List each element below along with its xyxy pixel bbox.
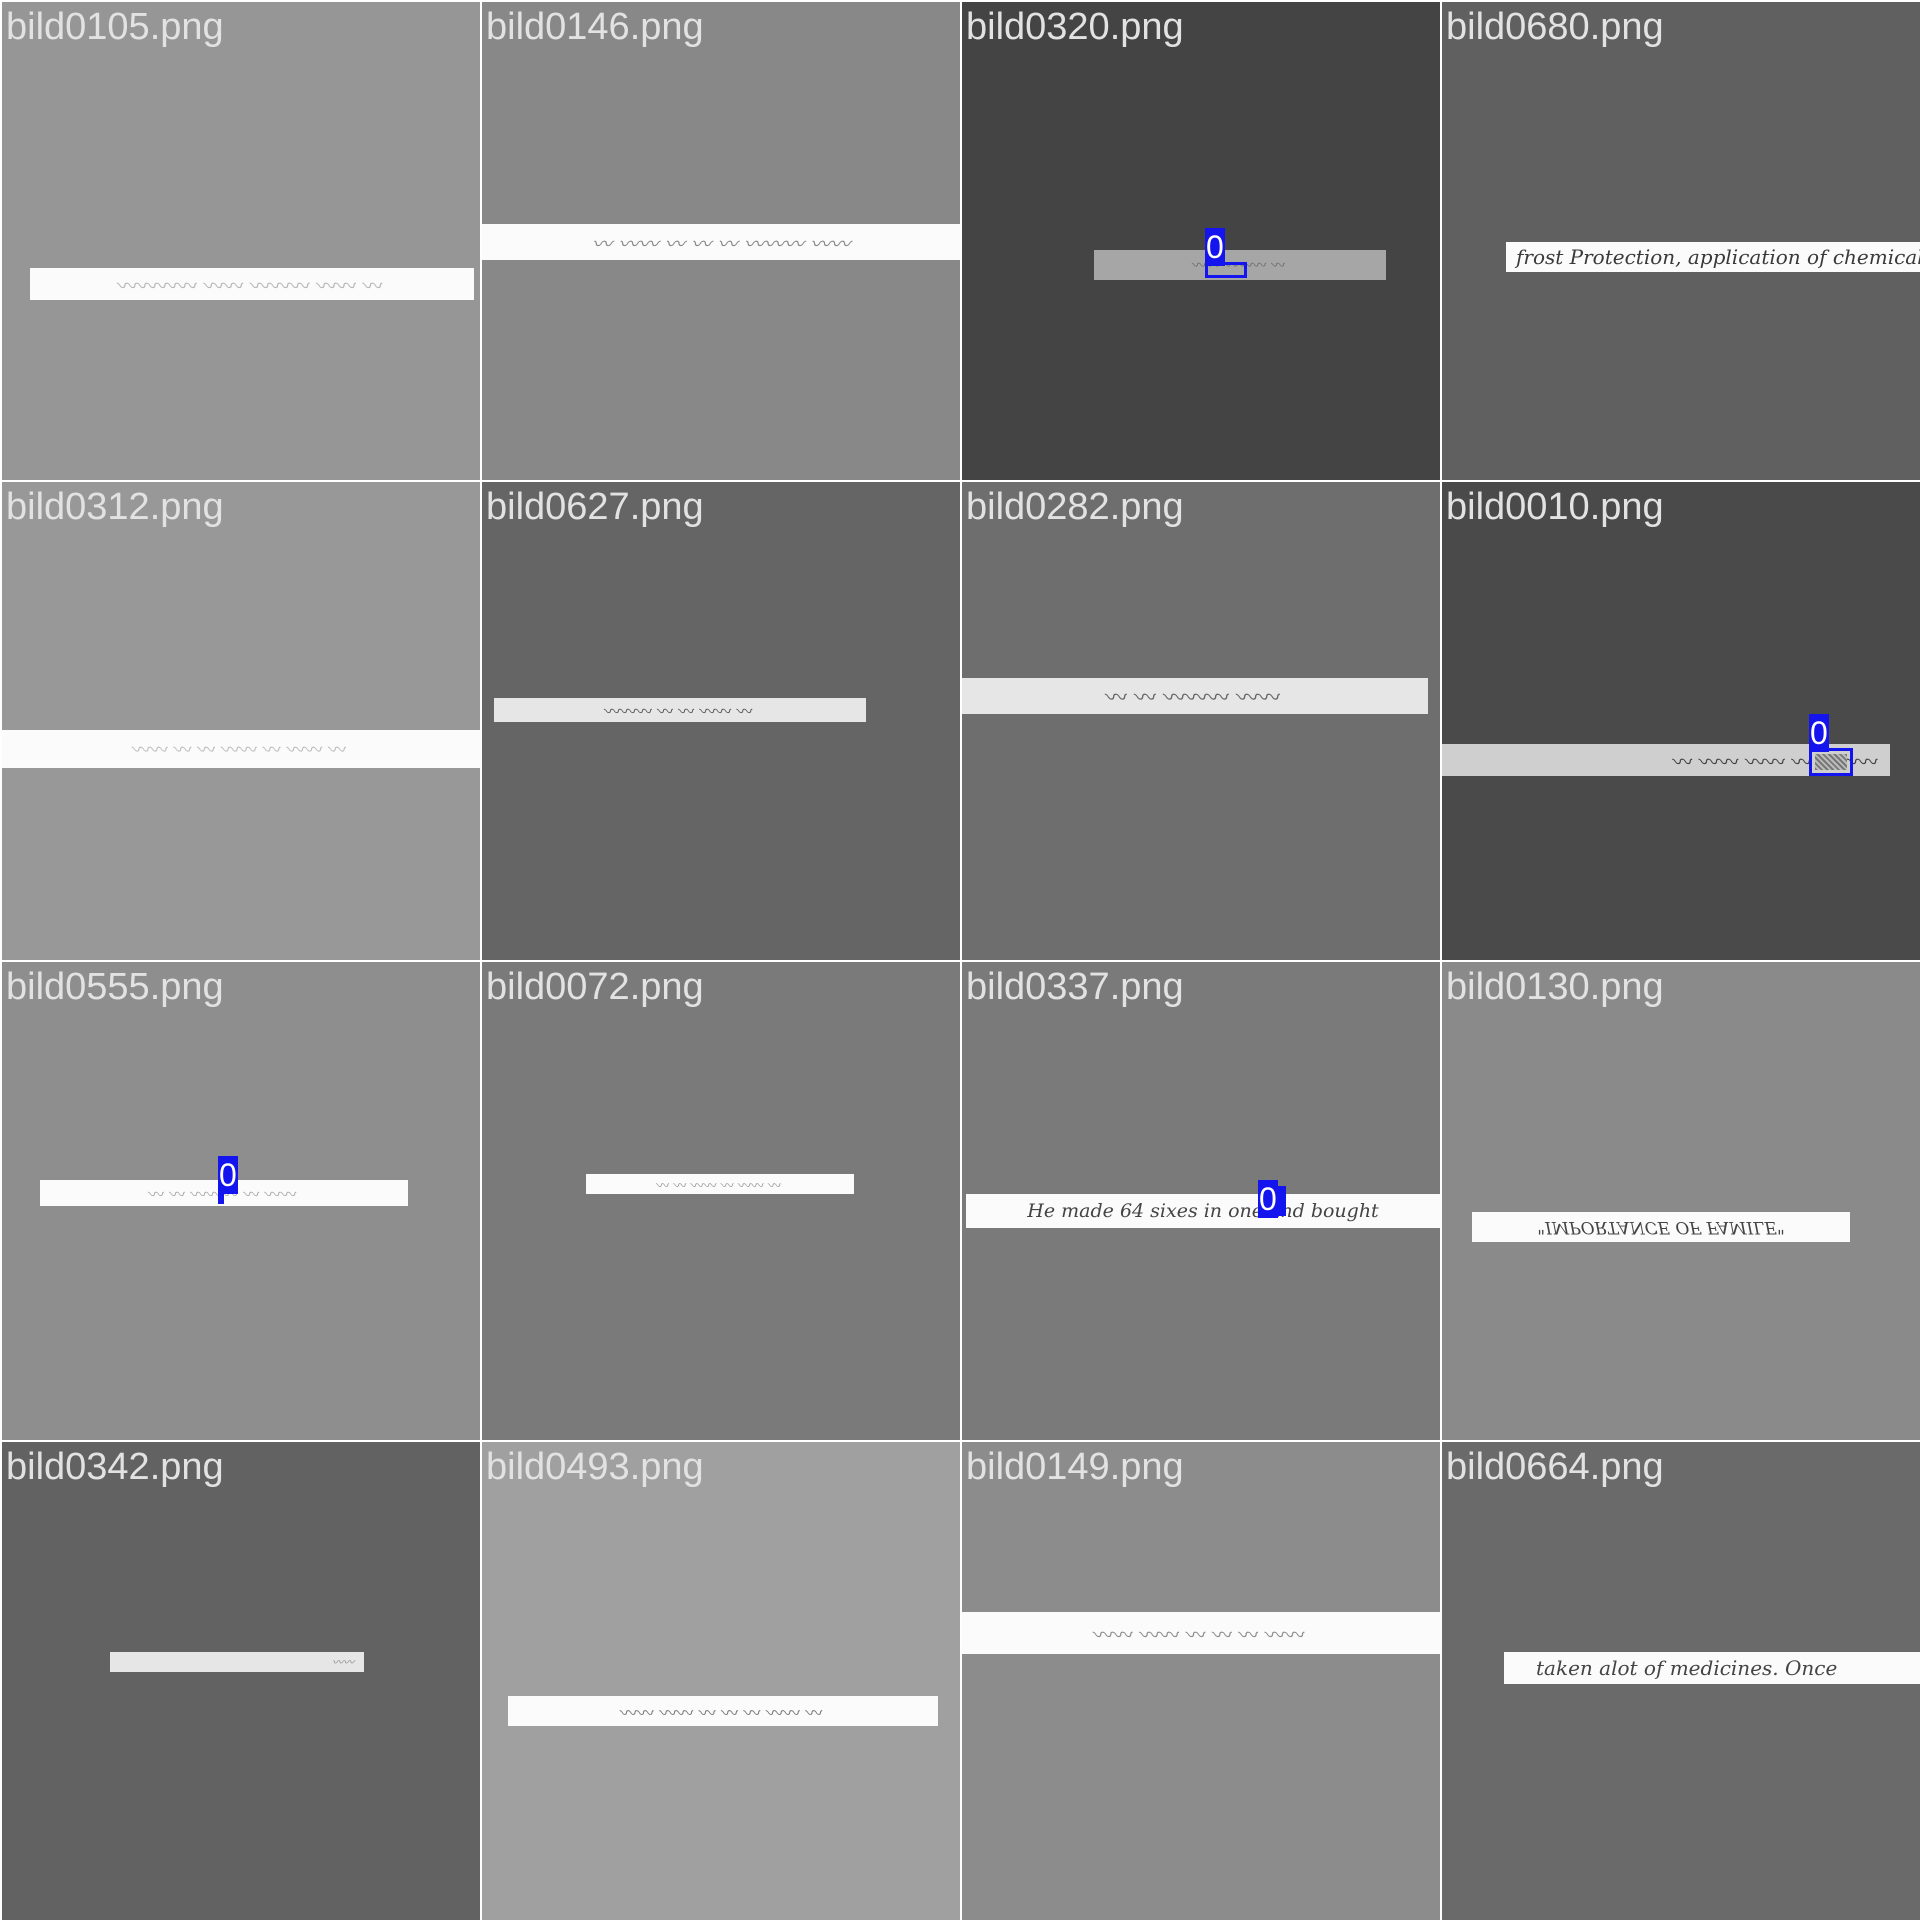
filename-label: bild0555.png — [6, 966, 224, 1008]
handwriting-line: 〰 〰〰 〰 〰〰 〰 〰 〰〰 — [133, 740, 349, 761]
handwriting-line: 〰〰 — [332, 1656, 354, 1669]
handwriting-strip: 〰〰 〰〰〰 〰 〰 — [962, 678, 1428, 714]
filename-label: bild0130.png — [1446, 966, 1664, 1008]
handwriting-strip: 〰 〰〰 〰〰〰 〰〰 〰〰〰〰 — [30, 268, 474, 300]
image-tile[interactable]: frost Protection, application of chemica… — [1442, 2, 1920, 480]
filename-label: bild0627.png — [486, 486, 704, 528]
handwriting-strip: 〰 〰〰 〰 〰〰 〰 〰 — [586, 1174, 854, 1194]
filename-label: bild0146.png — [486, 6, 704, 48]
image-tile[interactable]: 〰 〰〰 〰 〰 〰〰〰 bild0627.png — [482, 482, 960, 960]
scribble-mark — [1815, 754, 1847, 770]
detection-class-label: 0 — [1258, 1180, 1278, 1218]
filename-label: bild0149.png — [966, 1446, 1184, 1488]
image-tile[interactable]: "IMPORTANCE OF FAMILE" bild0130.png — [1442, 962, 1920, 1440]
image-tile[interactable]: taken alot of medicines. Once bild0664.p… — [1442, 1442, 1920, 1920]
filename-label: bild0312.png — [6, 486, 224, 528]
filename-label: bild0337.png — [966, 966, 1184, 1008]
detection-class-label: 0 — [1205, 228, 1225, 266]
handwriting-line: 〰 〰〰 〰 〰〰 〰 〰 — [657, 1178, 783, 1194]
detection-class-label: 0 — [1809, 714, 1829, 752]
filename-label: bild0664.png — [1446, 1446, 1664, 1488]
image-tile[interactable]: 〰 〰〰 〰 〰〰 〰 〰 bild0072.png — [482, 962, 960, 1440]
filename-label: bild0010.png — [1446, 486, 1664, 528]
filename-label: bild0282.png — [966, 486, 1184, 528]
image-tile[interactable]: 〰〰〰 〰 〰〰 〰〰 〰 0 bild0010.png — [1442, 482, 1920, 960]
handwriting-text: taken alot of medicines. Once — [1536, 1656, 1838, 1680]
handwriting-line: 〰 〰〰 〰 〰 〰〰〰 — [605, 702, 755, 721]
image-tile[interactable]: 〰〰 〰 〰 〰 〰〰 〰〰 bild0149.png — [962, 1442, 1440, 1920]
filename-label: bild0680.png — [1446, 6, 1664, 48]
handwriting-strip: "IMPORTANCE OF FAMILE" — [1472, 1212, 1850, 1242]
filename-label: bild0493.png — [486, 1446, 704, 1488]
image-tile[interactable]: 〰〰 bild0342.png — [2, 1442, 480, 1920]
image-tile[interactable]: 〰〰 〰 〰〰〰 〰 〰 0 bild0555.png — [2, 962, 480, 1440]
handwriting-text: "IMPORTANCE OF FAMILE" — [1537, 1217, 1785, 1237]
filename-label: bild0072.png — [486, 966, 704, 1008]
handwriting-line: 〰〰 〰〰〰 〰 〰 — [1107, 686, 1283, 711]
handwriting-strip: 〰〰 — [110, 1652, 364, 1672]
image-tile[interactable]: He made 64 sixes in one and bought 0 bil… — [962, 962, 1440, 1440]
handwriting-text: frost Protection, application of chemica… — [1516, 245, 1920, 269]
handwriting-strip: 〰 〰〰 〰 〰 〰 〰〰 〰〰 — [508, 1696, 938, 1726]
handwriting-line: 〰 〰〰 〰 〰 〰 〰〰〰 〰〰 — [591, 231, 851, 256]
image-tile[interactable]: 〰〰 〰〰〰 〰 〰 bild0282.png — [962, 482, 1440, 960]
detection-box[interactable] — [1205, 262, 1247, 278]
detection-class-label: 0 — [218, 1156, 238, 1194]
filename-label: bild0320.png — [966, 6, 1184, 48]
handwriting-strip: 〰 〰〰 〰 〰〰 〰 〰 〰〰 — [2, 730, 480, 768]
image-tile[interactable]: 〰 〰〰 〰 〰 〰 〰〰 〰〰 bild0493.png — [482, 1442, 960, 1920]
handwriting-strip: 〰 〰〰 〰 〰 〰〰〰 — [494, 698, 866, 722]
handwriting-strip: taken alot of medicines. Once — [1504, 1652, 1920, 1684]
handwriting-line: 〰〰 〰 〰 〰 〰〰 〰〰 — [1095, 1622, 1307, 1647]
handwriting-line: 〰 〰〰 〰 〰 〰 〰〰 〰〰 — [621, 1703, 825, 1724]
handwriting-line: 〰 〰〰 〰〰〰 〰〰 〰〰〰〰 — [119, 273, 385, 298]
filename-label: bild0342.png — [6, 1446, 224, 1488]
image-tile[interactable]: 〰 〰〰〰 〰〰 0 bild0320.png — [962, 2, 1440, 480]
handwriting-strip: frost Protection, application of chemica… — [1506, 242, 1920, 272]
filename-label: bild0105.png — [6, 6, 224, 48]
handwriting-text: He made 64 sixes in one and bought — [1027, 1200, 1379, 1222]
handwriting-strip: 〰 〰〰 〰 〰 〰 〰〰〰 〰〰 — [482, 224, 960, 260]
image-tile[interactable]: 〰 〰〰 〰〰〰 〰〰 〰〰〰〰 bild0105.png — [2, 2, 480, 480]
image-tile[interactable]: 〰 〰〰 〰 〰 〰 〰〰〰 〰〰 bild0146.png — [482, 2, 960, 480]
detection-box[interactable] — [1809, 748, 1853, 776]
handwriting-strip: He made 64 sixes in one and bought — [966, 1194, 1440, 1228]
handwriting-strip: 〰〰 〰 〰 〰 〰〰 〰〰 — [962, 1612, 1440, 1654]
image-tile[interactable]: 〰 〰〰 〰 〰〰 〰 〰 〰〰 bild0312.png — [2, 482, 480, 960]
